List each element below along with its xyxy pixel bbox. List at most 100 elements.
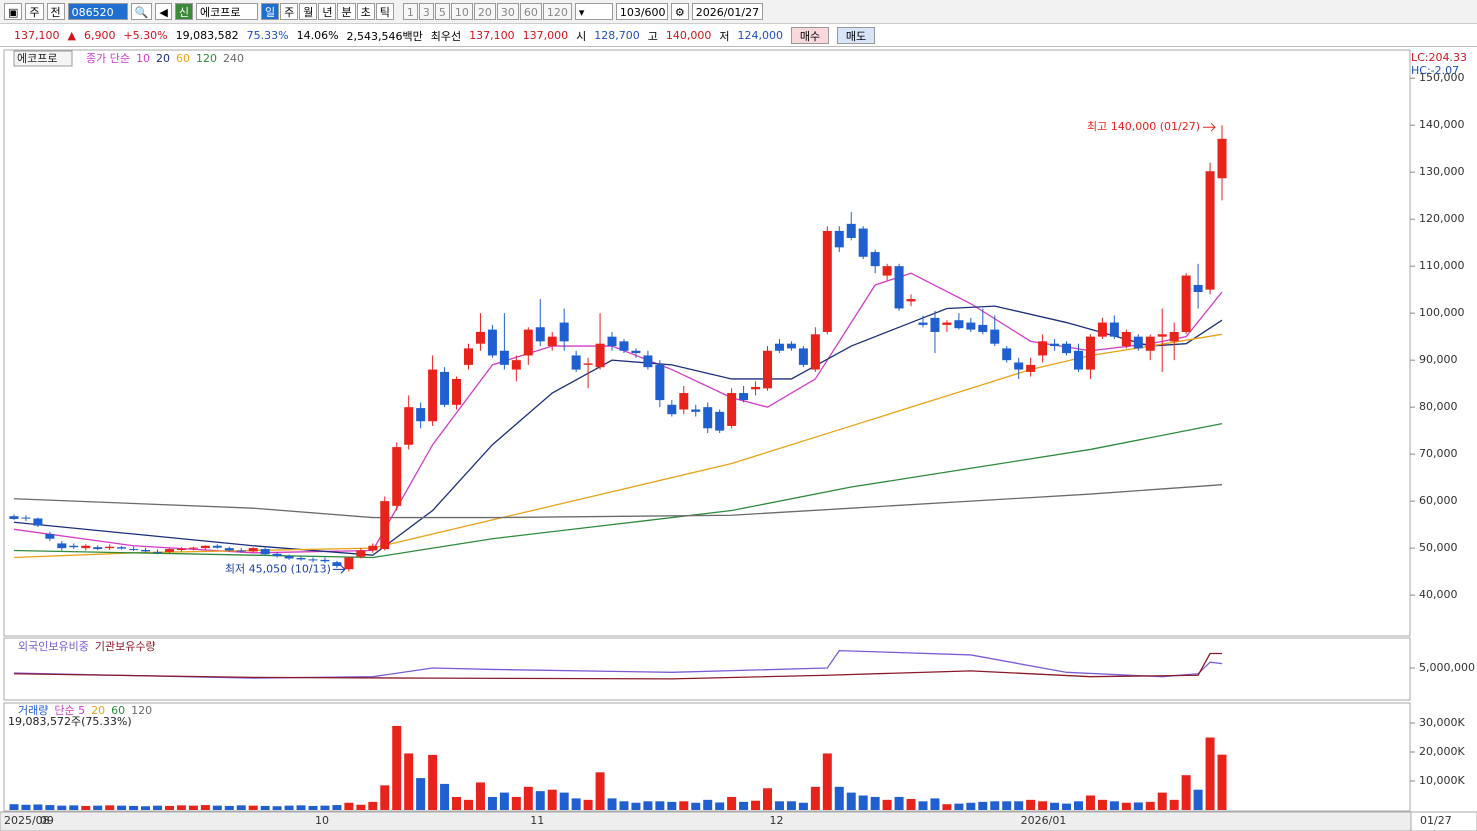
volume-bar (870, 796, 880, 810)
period-button[interactable]: 주 (280, 3, 299, 20)
period-type[interactable]: 주 (25, 3, 44, 20)
candle-body (870, 252, 880, 267)
interval-button[interactable]: 1 (402, 3, 418, 20)
volume-bar (763, 788, 773, 810)
volume-bar (356, 804, 366, 810)
interval-button[interactable]: 3 (418, 3, 434, 20)
code-input[interactable]: 086520 (67, 3, 128, 20)
volume-bar (571, 798, 581, 810)
interval-button[interactable]: 5 (434, 3, 450, 20)
candle-body (320, 559, 330, 562)
candle-body (463, 348, 473, 365)
candle-body (535, 327, 545, 342)
volume-bar (930, 798, 940, 810)
volume-bar (105, 805, 115, 810)
volume-bar (69, 805, 79, 810)
volume-bar (224, 805, 234, 810)
chart-title: 에코프로 (17, 52, 57, 65)
volume-bar (452, 796, 462, 810)
candle-body (679, 393, 689, 410)
y-tick-label: 20,000K (1419, 745, 1465, 758)
new-button[interactable]: 신 (174, 3, 193, 20)
period-button[interactable]: 월 (299, 3, 318, 20)
volume-bar (164, 805, 174, 810)
candle-body (296, 557, 306, 560)
candle-body (834, 230, 844, 248)
interval-button[interactable]: 30 (496, 3, 519, 20)
icon[interactable]: ▣ (4, 3, 23, 20)
sell-button[interactable]: 매도 (837, 27, 876, 44)
interval-button[interactable]: 120 (542, 3, 572, 20)
volume-bar (236, 805, 246, 810)
volume-bar (1193, 789, 1203, 810)
volume-bar (1002, 801, 1012, 810)
volume-bar (404, 753, 414, 810)
volume-bar (93, 805, 103, 810)
candle-body (1026, 364, 1036, 372)
candle-body (1157, 334, 1167, 337)
count[interactable]: 103/600 (615, 3, 668, 20)
volume-bar (81, 805, 91, 810)
interval-button[interactable]: 20 (473, 3, 496, 20)
sound[interactable]: ◀ (155, 3, 172, 20)
candle-body (739, 393, 749, 401)
x-tick-label: 12 (769, 814, 783, 827)
period-button[interactable]: 일 (260, 3, 280, 20)
date[interactable]: 2026/01/27 (691, 3, 764, 20)
candle-body (858, 228, 868, 257)
volume-bar (284, 805, 294, 810)
interval-button[interactable]: 10 (450, 3, 473, 20)
volume-bar (631, 802, 641, 810)
label: 저 (719, 29, 730, 43)
candle-body (141, 550, 151, 552)
candle-body (129, 549, 139, 551)
volume-bar (1121, 802, 1131, 810)
period-button[interactable]: 년 (318, 3, 337, 20)
candle-body (21, 517, 31, 519)
period-button[interactable]: 분 (337, 3, 356, 20)
candle-body (272, 553, 282, 557)
volume-bar (428, 754, 438, 810)
volume-bar (691, 802, 701, 810)
interval-button[interactable]: 60 (519, 3, 542, 20)
volume-bar (463, 799, 473, 810)
arrow (332, 565, 346, 574)
label: 고 (647, 29, 658, 43)
volume-bar (1014, 801, 1024, 810)
period-button[interactable]: 틱 (375, 3, 394, 20)
candle-body (822, 230, 832, 332)
candle-body (990, 329, 1000, 344)
volume-bar (511, 796, 521, 810)
volume-bar (619, 801, 629, 810)
volume-bar (643, 801, 653, 810)
candle-body (619, 341, 629, 351)
volume-bar (1097, 799, 1107, 810)
volume-bar (1026, 799, 1036, 810)
candle-body (164, 549, 174, 552)
candle-body (523, 329, 533, 356)
y-tick-label: 110,000 (1419, 259, 1465, 272)
search[interactable]: 🔍 (130, 3, 153, 20)
ma-line (13, 305, 1223, 556)
y-tick-label: 80,000 (1419, 400, 1458, 413)
candle-body (571, 355, 581, 370)
buy-button[interactable]: 매수 (791, 27, 830, 44)
volume-bar (308, 805, 318, 810)
candle-body (1205, 171, 1215, 290)
volume-bar (954, 803, 964, 810)
period-button[interactable]: 초 (356, 3, 375, 20)
candle-body (655, 364, 665, 401)
name-field[interactable]: 에코프로 (195, 3, 258, 20)
tool[interactable]: ⚙ (670, 3, 689, 20)
high-annotation: 최고 140,000 (01/27) (1087, 120, 1200, 133)
prev-button[interactable]: 전 (46, 3, 65, 20)
candle-body (1085, 336, 1095, 370)
candle-body (117, 547, 127, 549)
dropdown[interactable]: ▾ (574, 3, 613, 20)
candle-body (356, 550, 366, 557)
y-tick-label: 10,000K (1419, 774, 1465, 787)
candle-body (284, 556, 294, 559)
volume-bar (1062, 803, 1072, 810)
volume-bar (739, 801, 749, 810)
